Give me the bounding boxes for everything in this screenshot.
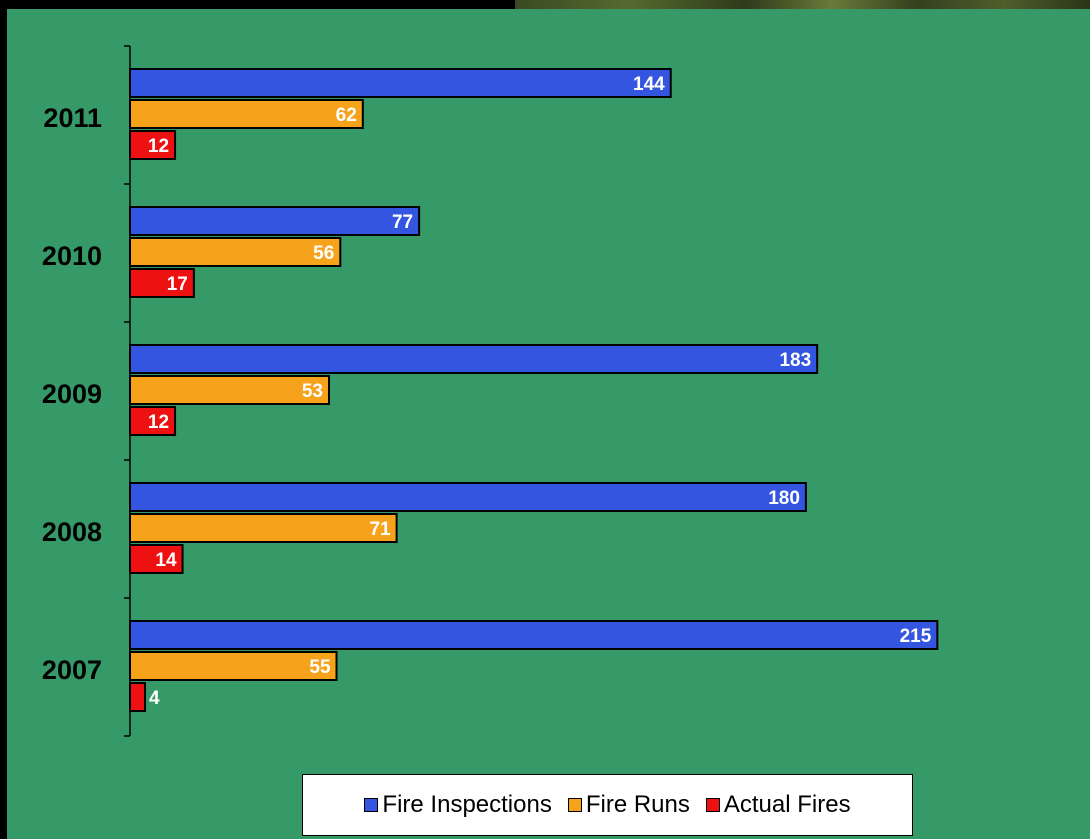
data-label: 71 — [369, 519, 391, 540]
legend-swatch-icon — [705, 798, 720, 812]
legend-item-fire-inspections: Fire Inspections — [364, 791, 552, 819]
bar — [129, 68, 672, 98]
bar — [129, 344, 819, 374]
data-label: 17 — [167, 274, 188, 295]
data-label: 53 — [302, 381, 323, 402]
bar — [129, 99, 364, 129]
legend-label: Fire Runs — [585, 791, 690, 818]
data-label: 56 — [313, 243, 334, 264]
data-label: 62 — [336, 105, 357, 126]
bar — [129, 130, 177, 160]
legend-label: Fire Inspections — [382, 791, 552, 818]
data-label: 55 — [309, 657, 331, 678]
y-tick-label: 2010 — [42, 241, 102, 271]
data-label: 4 — [149, 688, 160, 709]
data-label: 12 — [148, 136, 169, 157]
y-tick-label: 2007 — [42, 655, 102, 685]
bar — [129, 682, 147, 712]
bar — [129, 237, 342, 267]
bar — [129, 206, 421, 236]
bar — [129, 268, 195, 298]
bar — [129, 406, 177, 436]
y-tick-label: 2008 — [42, 517, 102, 547]
bar — [129, 544, 184, 574]
legend-item-actual-fires: Actual Fires — [705, 791, 851, 819]
bar — [129, 620, 939, 650]
data-label: 14 — [155, 550, 177, 571]
bar — [129, 651, 338, 681]
chart-legend: Fire Inspections Fire Runs Actual Fires — [302, 774, 913, 836]
data-label: 180 — [768, 488, 800, 509]
y-tick-label: 2009 — [42, 379, 102, 409]
data-label: 144 — [633, 74, 665, 95]
legend-swatch-icon — [364, 798, 379, 812]
legend-swatch-icon — [567, 798, 582, 812]
data-label: 77 — [392, 212, 413, 233]
bar — [129, 375, 331, 405]
legend-item-fire-runs: Fire Runs — [567, 791, 690, 819]
legend-label: Actual Fires — [723, 791, 851, 818]
y-tick-label: 2011 — [43, 103, 102, 133]
bar — [129, 482, 807, 512]
chart-panel: 2011 144 62 12 2010 77 56 17 2009 183 53 12 2008 180 7… — [7, 9, 1090, 839]
bar — [129, 513, 398, 543]
data-label: 215 — [900, 626, 932, 647]
data-label: 183 — [779, 350, 811, 371]
bar-chart: 2011144621220107756172009183531220081807… — [42, 45, 939, 737]
data-label: 12 — [148, 412, 169, 433]
